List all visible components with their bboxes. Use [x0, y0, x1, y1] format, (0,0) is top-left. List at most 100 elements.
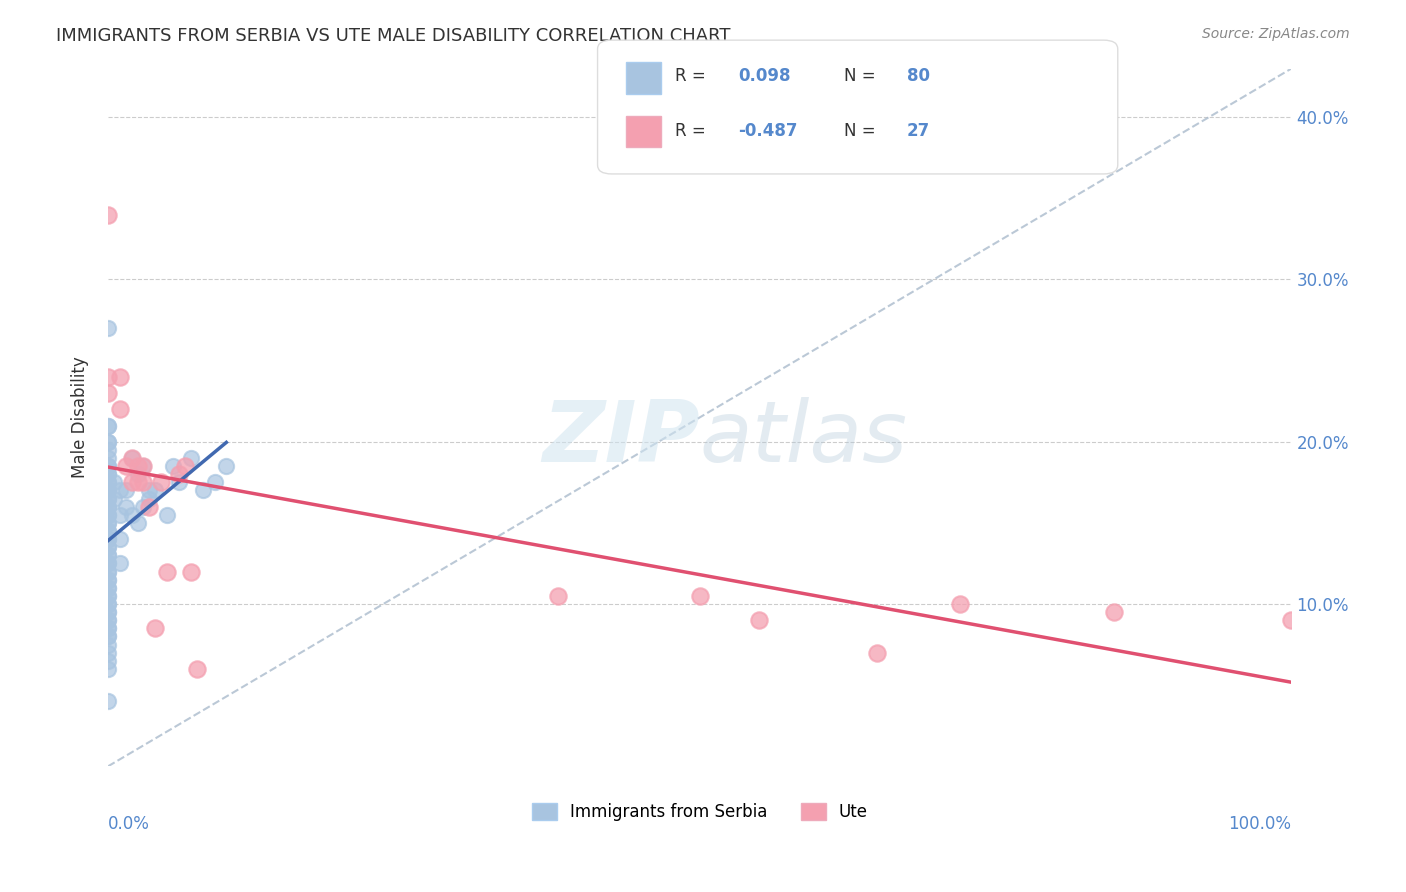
- Text: N =: N =: [844, 67, 875, 85]
- Point: [97, 386, 120, 401]
- Point: [97, 208, 120, 222]
- Point: [108, 508, 131, 522]
- Point: [121, 450, 143, 465]
- Point: [97, 532, 120, 546]
- Point: [97, 418, 120, 433]
- Y-axis label: Male Disability: Male Disability: [72, 357, 89, 478]
- Text: IMMIGRANTS FROM SERBIA VS UTE MALE DISABILITY CORRELATION CHART: IMMIGRANTS FROM SERBIA VS UTE MALE DISAB…: [56, 27, 731, 45]
- Text: N =: N =: [844, 122, 875, 140]
- Point: [108, 402, 131, 417]
- Point: [132, 459, 155, 474]
- Point: [866, 646, 889, 660]
- Point: [97, 621, 120, 635]
- Point: [121, 475, 143, 490]
- Point: [143, 483, 166, 498]
- Point: [97, 532, 120, 546]
- Point: [97, 565, 120, 579]
- Text: Source: ZipAtlas.com: Source: ZipAtlas.com: [1202, 27, 1350, 41]
- Point: [108, 532, 131, 546]
- Point: [97, 500, 120, 514]
- Point: [97, 605, 120, 619]
- Point: [97, 459, 120, 474]
- Text: 27: 27: [907, 122, 931, 140]
- Point: [97, 581, 120, 595]
- Point: [97, 613, 120, 627]
- Point: [156, 565, 179, 579]
- Point: [150, 475, 173, 490]
- Point: [97, 662, 120, 676]
- Point: [114, 483, 136, 498]
- Point: [103, 475, 125, 490]
- Text: R =: R =: [675, 122, 706, 140]
- Point: [97, 434, 120, 449]
- Text: 0.0%: 0.0%: [108, 815, 150, 833]
- Point: [97, 613, 120, 627]
- Point: [127, 516, 149, 530]
- Point: [97, 450, 120, 465]
- Point: [186, 662, 208, 676]
- Point: [121, 508, 143, 522]
- Point: [97, 491, 120, 506]
- Point: [97, 589, 120, 603]
- Point: [138, 500, 160, 514]
- Point: [97, 516, 120, 530]
- Point: [97, 557, 120, 571]
- Point: [138, 491, 160, 506]
- Point: [97, 434, 120, 449]
- Point: [97, 621, 120, 635]
- Point: [180, 565, 202, 579]
- Point: [97, 557, 120, 571]
- Point: [121, 450, 143, 465]
- Point: [97, 549, 120, 563]
- Point: [138, 483, 160, 498]
- Point: [97, 369, 120, 384]
- Text: -0.487: -0.487: [738, 122, 797, 140]
- Point: [97, 541, 120, 555]
- Point: [97, 573, 120, 587]
- Point: [97, 475, 120, 490]
- Point: [97, 459, 120, 474]
- Point: [127, 467, 149, 482]
- Point: [97, 638, 120, 652]
- Text: 80: 80: [907, 67, 929, 85]
- Point: [97, 565, 120, 579]
- Point: [97, 467, 120, 482]
- Point: [97, 483, 120, 498]
- Point: [97, 630, 120, 644]
- Point: [97, 508, 120, 522]
- Point: [97, 524, 120, 538]
- Point: [127, 475, 149, 490]
- Point: [180, 450, 202, 465]
- Point: [97, 418, 120, 433]
- Point: [97, 646, 120, 660]
- Point: [127, 459, 149, 474]
- Point: [108, 369, 131, 384]
- Point: [97, 442, 120, 457]
- Point: [167, 467, 190, 482]
- Point: [748, 613, 770, 627]
- Point: [114, 459, 136, 474]
- Point: [97, 524, 120, 538]
- Point: [97, 321, 120, 335]
- Point: [97, 589, 120, 603]
- Point: [97, 694, 120, 708]
- Point: [97, 581, 120, 595]
- Point: [215, 459, 238, 474]
- Point: [204, 475, 226, 490]
- Point: [97, 573, 120, 587]
- Point: [143, 621, 166, 635]
- Text: 0.098: 0.098: [738, 67, 790, 85]
- Point: [97, 597, 120, 611]
- Point: [1102, 605, 1125, 619]
- Point: [191, 483, 214, 498]
- Point: [108, 483, 131, 498]
- Text: R =: R =: [675, 67, 706, 85]
- Point: [97, 654, 120, 668]
- Point: [114, 500, 136, 514]
- Point: [167, 475, 190, 490]
- Point: [1281, 613, 1303, 627]
- Point: [689, 589, 711, 603]
- Text: ZIP: ZIP: [543, 397, 700, 480]
- Point: [132, 500, 155, 514]
- Point: [97, 467, 120, 482]
